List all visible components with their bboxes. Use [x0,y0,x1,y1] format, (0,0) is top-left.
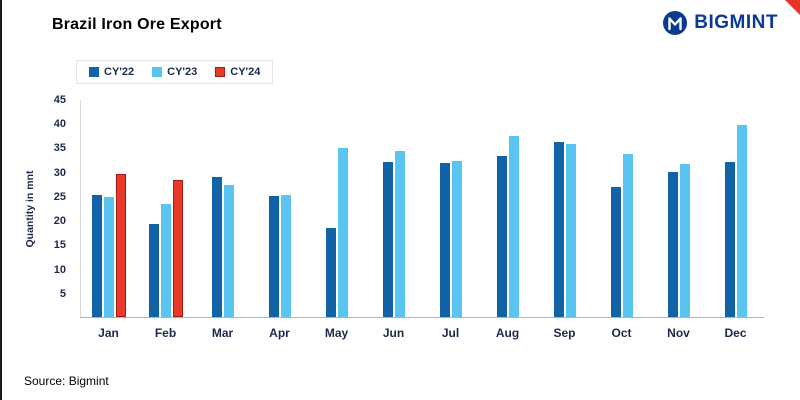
y-tick-label: 30 [53,166,66,179]
bar-group [138,100,195,317]
x-axis-label: Sep [553,326,576,340]
bar [212,177,223,317]
bar [281,194,292,317]
bar [679,164,690,317]
corner-flag [785,0,800,15]
bar [383,162,394,317]
y-tick-label: 40 [53,118,66,131]
x-axis-label: Dec [724,326,747,340]
y-tick-label: 35 [53,142,66,155]
legend-item: CY'23 [152,66,197,78]
legend-swatch [152,67,163,77]
legend-swatch [215,67,226,77]
bar-group [195,100,252,317]
y-tick-label: 15 [53,239,66,252]
bar-group [650,100,707,317]
bar [439,162,450,317]
source-note: Source: Bigmint [24,374,109,388]
bar [496,155,507,317]
bar [104,197,115,317]
y-tick-label: 10 [53,263,66,276]
legend-item: CY'24 [215,66,260,78]
x-axis-label: Jan [98,326,119,340]
legend-label: CY'23 [167,66,198,78]
bar [553,141,564,317]
bar [395,150,406,317]
bar-group [707,100,764,317]
bar [326,227,337,317]
bar [161,203,172,317]
legend-label: CY'24 [230,66,261,78]
left-accent-bar [0,0,2,400]
legend-swatch [89,67,99,77]
bar-group [593,100,650,317]
bar [451,161,462,317]
bar-group [252,100,309,317]
bar [116,174,127,317]
bar-group [309,100,366,317]
x-axis-labels: Jan Feb Mar Apr May Jun Jul Aug Sep Oct Nov Dec [80,326,764,340]
bar [338,147,349,317]
y-tick-label: 5 [59,287,66,300]
bar [724,161,735,317]
bar-group [536,100,593,317]
bar [269,196,280,317]
legend: CY'22 CY'23 CY'24 [76,60,274,84]
bar [92,194,103,317]
x-axis-label: Nov [667,326,690,340]
brand-icon [662,10,688,36]
bar-group [423,100,480,317]
bar-group [81,100,138,317]
bar [622,153,633,317]
x-axis-label: Jul [441,326,460,340]
x-axis-label: Oct [611,326,632,340]
x-axis-label: Feb [154,326,177,340]
x-axis-label: Mar [211,326,234,340]
x-axis-label: Aug [495,326,520,340]
page-title: Brazil Iron Ore Export [52,16,222,33]
bar [224,185,235,317]
plot-area [80,100,764,318]
legend-item: CY'22 [89,66,134,78]
bar [736,125,747,317]
x-axis-label: Jun [382,326,405,340]
bar [667,171,678,317]
y-tick-label: 25 [53,190,66,203]
y-tick-label: 45 [53,94,66,106]
bar [508,135,519,317]
x-axis-label: Apr [269,326,290,340]
bar [565,144,576,317]
bar [149,223,160,317]
legend-label: CY'22 [104,66,135,78]
x-axis-label: May [324,326,349,340]
bar [173,179,184,317]
brand-name: BIGMINT [694,12,778,33]
brand-logo: BIGMINT [662,10,778,36]
y-tick-label: 20 [53,215,66,228]
bar [610,187,621,317]
y-axis-ticks: 45 40 35 30 25 20 15 10 5 [38,94,74,318]
y-axis-title: Quantity in mnt [24,170,36,248]
bar-group [479,100,536,317]
bar-group [366,100,423,317]
